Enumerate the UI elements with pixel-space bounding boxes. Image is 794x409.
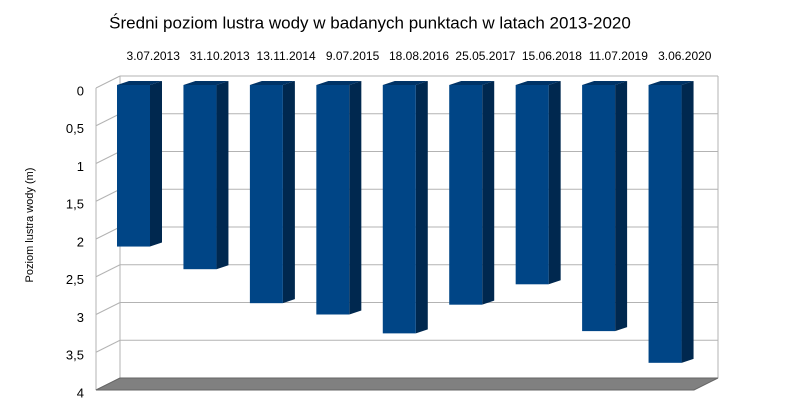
- bar-top: [117, 81, 162, 85]
- bar: [183, 85, 217, 270]
- y-tick-label: 4: [77, 385, 84, 400]
- grid-line-side: [95, 339, 121, 353]
- bar-side: [482, 81, 495, 305]
- bar-side: [681, 81, 694, 363]
- bar-top: [648, 81, 694, 85]
- bar-side: [548, 81, 561, 285]
- bar-side: [615, 81, 628, 332]
- bar-top: [249, 81, 295, 85]
- bar: [449, 85, 483, 305]
- y-tick-label: 2: [77, 234, 84, 249]
- bar: [648, 85, 682, 363]
- grid-line-side: [95, 151, 121, 164]
- x-tick-label: 15.06.2018: [522, 49, 582, 63]
- bar: [117, 85, 150, 247]
- bar-side: [282, 81, 295, 304]
- x-tick-label: 3.07.2013: [127, 49, 181, 63]
- y-tick-label: 0,5: [66, 121, 84, 136]
- bar-side: [415, 81, 428, 334]
- bar: [382, 85, 416, 334]
- floor: [95, 377, 719, 391]
- bar-top: [316, 81, 362, 85]
- grid-line-side: [95, 264, 121, 278]
- bar-top: [183, 81, 229, 85]
- bar: [249, 85, 283, 304]
- x-tick-label: 9.07.2015: [326, 49, 380, 63]
- bar: [582, 85, 616, 332]
- bar-top: [515, 81, 561, 85]
- grid-line-side: [95, 226, 121, 240]
- x-tick-label: 18.08.2016: [389, 49, 449, 63]
- grid-line-side: [95, 188, 121, 202]
- grid-line-side: [95, 113, 121, 127]
- x-tick-label: 13.11.2014: [257, 49, 316, 63]
- grid-line-side: [95, 75, 121, 89]
- x-tick-label: 11.07.2019: [589, 49, 648, 63]
- chart-title: Średni poziom lustra wody w badanych pun…: [109, 13, 631, 32]
- bar: [316, 85, 350, 315]
- x-tick-label: 3.06.2020: [658, 49, 712, 63]
- bar-side: [349, 81, 362, 315]
- y-tick-label: 1: [77, 159, 84, 174]
- bar: [515, 85, 549, 285]
- bar-top: [449, 81, 495, 85]
- bar-side: [150, 81, 162, 247]
- bar-side: [216, 81, 229, 270]
- grid-line-side: [95, 302, 121, 315]
- y-tick-label: 0: [77, 83, 84, 98]
- bar-top: [382, 81, 428, 85]
- x-tick-label: 31.10.2013: [190, 49, 250, 63]
- y-tick-label: 2,5: [66, 272, 84, 287]
- bar-top: [582, 81, 628, 85]
- y-tick-label: 3: [77, 310, 84, 325]
- y-tick-label: 1,5: [66, 197, 84, 212]
- x-tick-label: 25.05.2017: [455, 49, 515, 63]
- y-tick-label: 3,5: [66, 348, 84, 363]
- y-axis-title: Poziom lustra wody (m): [24, 168, 36, 283]
